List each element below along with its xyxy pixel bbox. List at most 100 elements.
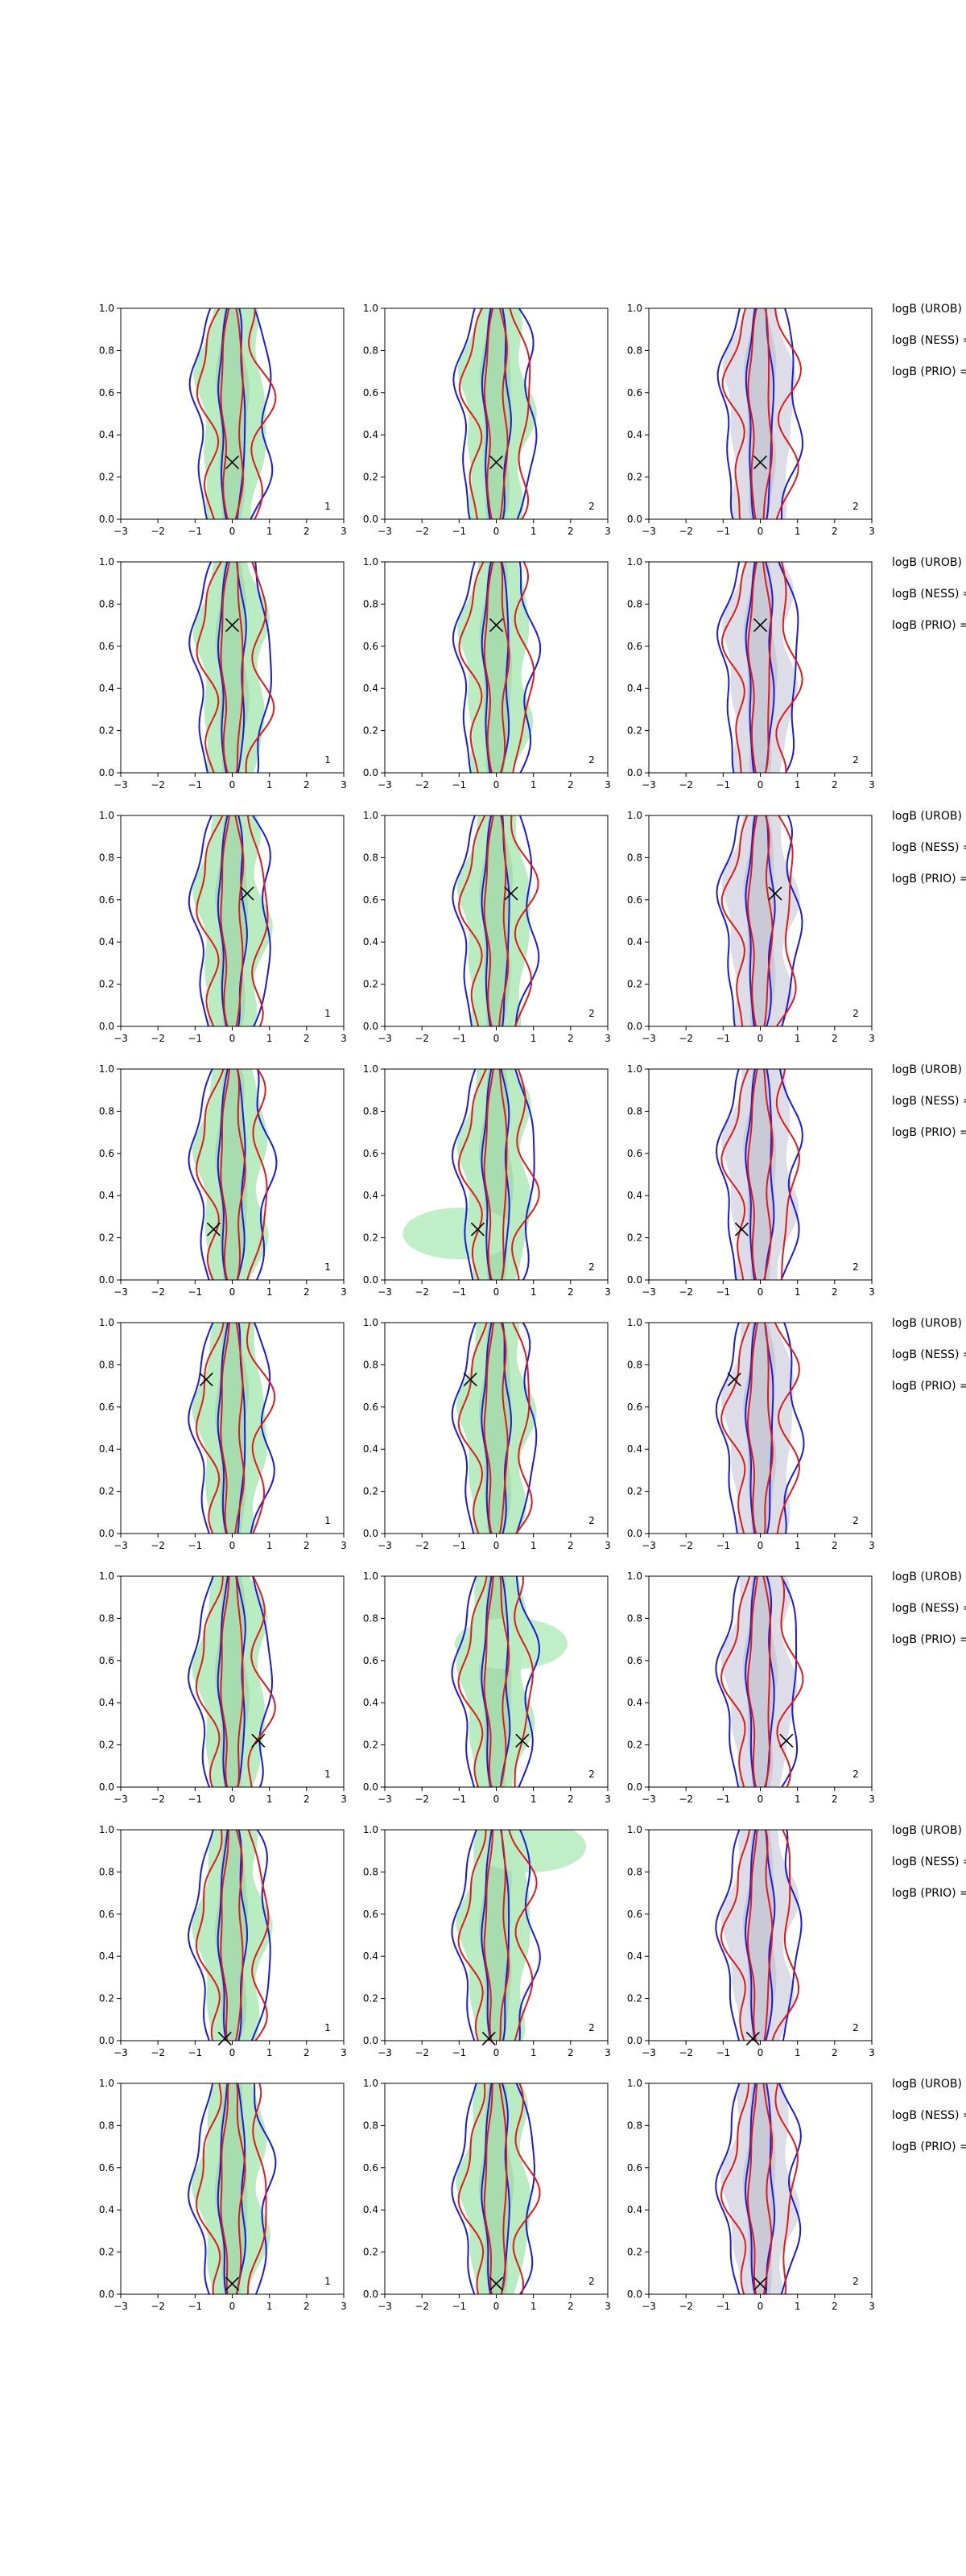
x-tick-label: −3 <box>642 2047 656 2058</box>
y-tick-label: 0.2 <box>99 1232 114 1244</box>
blue-contour-inner <box>217 562 247 773</box>
y-tick-label: 0.0 <box>363 1781 378 1793</box>
y-tick-label: 0.2 <box>99 725 114 737</box>
x-tick-label: −3 <box>114 1033 128 1044</box>
true-value-marker <box>745 2031 760 2046</box>
y-tick-label: 1.0 <box>363 1063 378 1075</box>
logb-label: logB (UROB) = <box>892 303 966 316</box>
panel-corner-label: 2 <box>588 1515 595 1526</box>
red-contour-inner <box>483 308 509 519</box>
y-tick-label: 0.0 <box>99 514 114 525</box>
red-contour-inner <box>483 1830 510 2041</box>
red-contour-outer <box>195 1576 276 1787</box>
x-tick-label: −2 <box>679 2301 693 2312</box>
x-tick-label: −2 <box>679 1540 693 1551</box>
y-tick-label: 0.2 <box>627 725 642 737</box>
x-tick-label: −3 <box>378 2047 392 2058</box>
x-tick-label: 0 <box>229 1794 236 1805</box>
blue-contour-inner <box>217 308 246 519</box>
y-tick-label: 1.0 <box>627 303 642 314</box>
plot-area <box>715 1830 803 2041</box>
y-tick-label: 0.8 <box>99 598 114 609</box>
x-tick-label: −1 <box>452 1540 466 1551</box>
x-tick-label: 3 <box>605 779 611 791</box>
plot-area <box>451 1576 568 1787</box>
true-value-marker <box>504 886 518 901</box>
logb-label: logB (NESS) = <box>892 1095 966 1108</box>
blue-contour-inner <box>744 2083 776 2294</box>
x-tick-label: 0 <box>229 2047 236 2058</box>
panel-r4-c3: −3 −2 −1 0 1 2 3 0.0 0.2 0.4 0.6 0.8 1.0 2 <box>627 1063 875 1298</box>
x-tick-label: 1 <box>266 1794 273 1805</box>
blue-contour-inner <box>745 1576 775 1787</box>
blue-contour-outer <box>188 1069 278 1280</box>
y-tick-label: 1.0 <box>627 810 642 821</box>
y-tick-label: 0.8 <box>363 1359 378 1370</box>
y-tick-label: 0.2 <box>363 472 378 483</box>
x-tick-label: −1 <box>188 1540 202 1551</box>
blue-contour-outer <box>715 1576 799 1787</box>
logb-label: logB (PRIO) = <box>892 619 966 632</box>
blue-contour-inner <box>217 2083 247 2294</box>
x-tick-label: 3 <box>869 2047 875 2058</box>
red-contour-outer <box>720 1323 801 1534</box>
x-tick-label: 0 <box>229 2301 236 2312</box>
panel-corner-label: 2 <box>588 1261 595 1273</box>
blue-contour-inner <box>217 1069 246 1280</box>
blue-contour-outer <box>715 1069 803 1280</box>
plot-area <box>451 2083 541 2294</box>
y-tick-label: 0.2 <box>99 2247 114 2258</box>
blue-contour-outer <box>451 1069 535 1280</box>
true-value-marker <box>217 2031 232 2046</box>
x-tick-label: 1 <box>266 2301 273 2312</box>
y-tick-label: 0.6 <box>363 1402 378 1413</box>
y-tick-label: 0.2 <box>627 979 642 990</box>
x-tick-label: −1 <box>188 1794 202 1805</box>
red-contour-outer <box>195 1830 270 2041</box>
x-tick-label: 2 <box>303 779 310 791</box>
y-tick-label: 0.8 <box>627 598 642 609</box>
x-tick-label: 0 <box>758 2301 764 2312</box>
y-tick-label: 0.6 <box>99 1909 114 1920</box>
red-contour-outer <box>195 1069 268 1280</box>
x-tick-label: −2 <box>415 526 429 537</box>
y-tick-label: 1.0 <box>363 1824 378 1835</box>
red-contour-inner <box>220 815 245 1026</box>
red-contour-outer <box>721 308 802 519</box>
true-value-marker <box>206 1222 221 1236</box>
red-contour-inner <box>747 562 772 773</box>
panel-r1-c3: −3 −2 −1 0 1 2 3 0.0 0.2 0.4 0.6 0.8 1.0 2 <box>627 303 875 537</box>
x-tick-label: 3 <box>341 2047 347 2058</box>
y-tick-label: 0.2 <box>99 1993 114 2004</box>
y-tick-label: 0.8 <box>99 2120 114 2131</box>
blue-contour-outer <box>188 815 271 1026</box>
y-tick-label: 0.4 <box>363 683 378 694</box>
y-tick-label: 0.8 <box>627 1105 642 1117</box>
y-tick-label: 1.0 <box>627 1824 642 1835</box>
x-tick-label: 0 <box>758 526 764 537</box>
x-tick-label: −2 <box>679 2047 693 2058</box>
x-tick-label: −1 <box>188 779 202 791</box>
x-tick-label: −2 <box>679 1286 693 1298</box>
y-tick-label: 0.0 <box>627 1528 642 1539</box>
x-tick-label: 2 <box>303 1286 310 1298</box>
y-tick-label: 0.4 <box>363 429 378 440</box>
y-tick-label: 0.0 <box>99 1274 114 1286</box>
plot-area <box>716 562 803 773</box>
panel-r5-c2: −3 −2 −1 0 1 2 3 0.0 0.2 0.4 0.6 0.8 1.0 2 <box>363 1317 611 1551</box>
x-tick-label: 1 <box>795 526 801 537</box>
panel-r4-c2: −3 −2 −1 0 1 2 3 0.0 0.2 0.4 0.6 0.8 1.0 2 <box>363 1063 611 1298</box>
x-tick-label: 0 <box>229 779 236 791</box>
y-tick-label: 0.0 <box>363 767 378 778</box>
x-tick-label: 2 <box>568 779 574 791</box>
y-tick-label: 0.2 <box>363 2247 378 2258</box>
red-contour-inner <box>746 1323 774 1534</box>
x-tick-label: −1 <box>452 1033 466 1044</box>
x-tick-label: 2 <box>832 1286 838 1298</box>
y-tick-label: 0.0 <box>627 514 642 525</box>
x-tick-label: −3 <box>642 779 656 791</box>
x-tick-label: 1 <box>795 779 801 791</box>
blue-contour-outer <box>715 1323 805 1534</box>
x-tick-label: 2 <box>832 1794 838 1805</box>
